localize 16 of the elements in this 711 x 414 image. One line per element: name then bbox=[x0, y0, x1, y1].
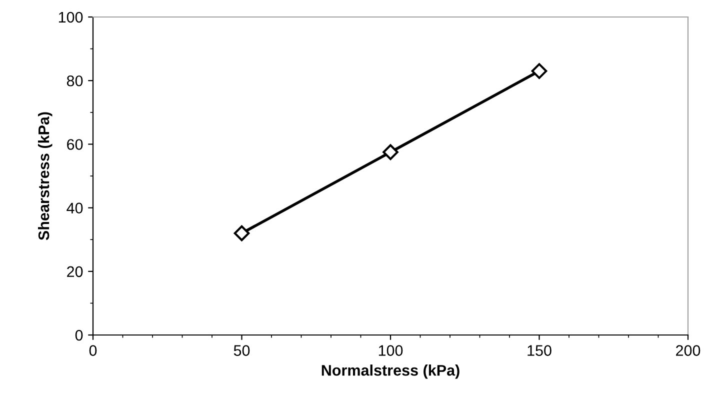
y-tick-label: 100 bbox=[58, 12, 83, 23]
y-tick-label: 40 bbox=[66, 202, 83, 214]
y-axis-title: Shearstress (kPa) bbox=[38, 112, 52, 240]
x-tick-label: 100 bbox=[378, 345, 403, 356]
y-tick-label: 0 bbox=[75, 330, 83, 341]
x-tick-label: 0 bbox=[89, 345, 97, 356]
x-tick-label: 50 bbox=[234, 345, 250, 356]
y-tick-label: 80 bbox=[66, 75, 83, 86]
x-axis-title: Normalstress (kPa) bbox=[322, 364, 460, 379]
x-tick-label: 200 bbox=[676, 345, 700, 356]
x-tick-label: 150 bbox=[528, 345, 552, 356]
point bbox=[382, 144, 398, 160]
point bbox=[531, 63, 548, 79]
y-tick-label: 20 bbox=[67, 266, 83, 278]
point bbox=[234, 225, 250, 242]
y-tick-label: 60 bbox=[67, 139, 83, 150]
